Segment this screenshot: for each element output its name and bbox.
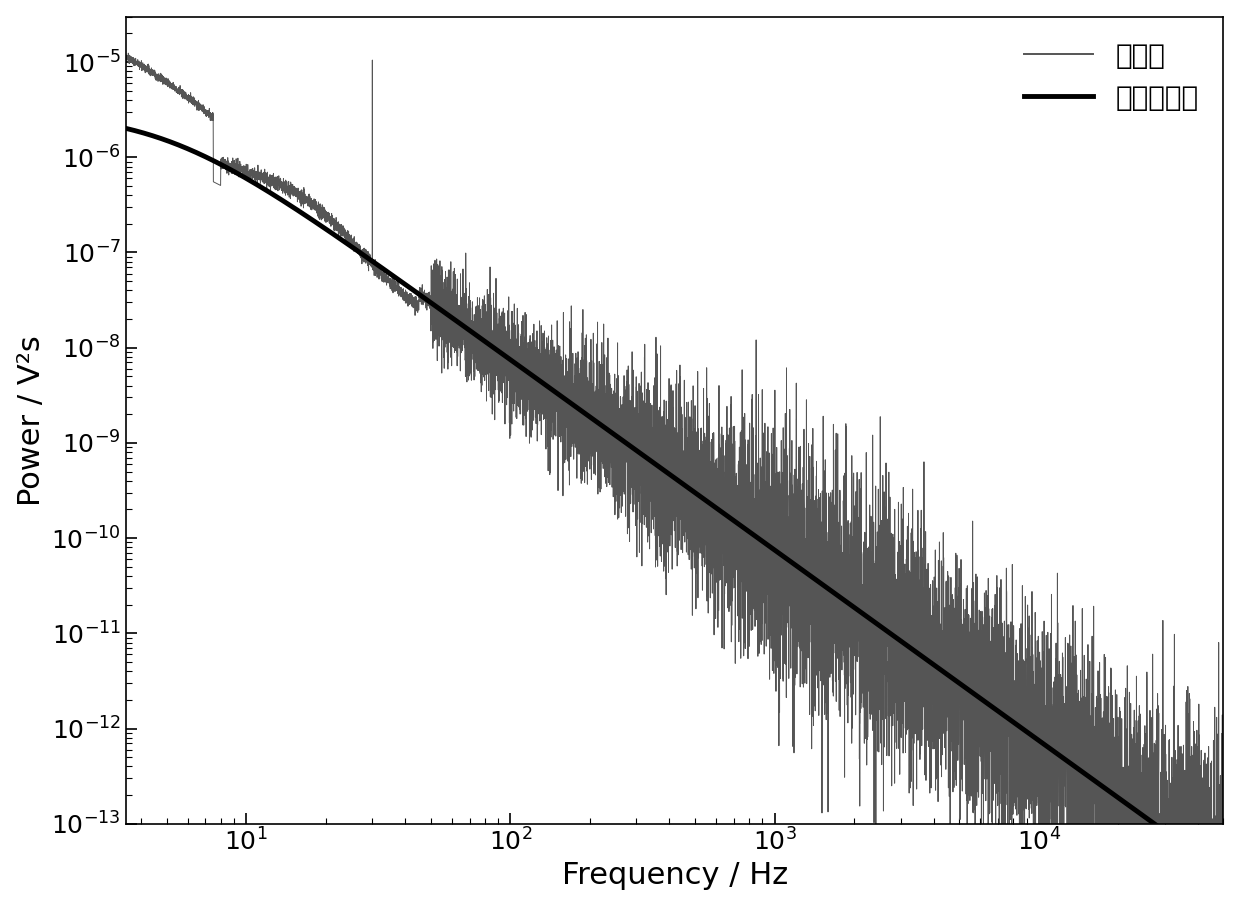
血小板 [681, 455, 696, 466]
Legend: 血小板, 洛伦兹拟合: 血小板, 洛伦兹拟合 [1012, 31, 1209, 122]
洛伦兹拟合 [281, 199, 296, 210]
血小板 [120, 48, 135, 59]
血小板 [403, 288, 418, 299]
血小板 [786, 624, 801, 635]
Line: 血小板: 血小板 [125, 54, 1224, 907]
Y-axis label: Power / V²s: Power / V²s [16, 335, 46, 505]
洛伦兹拟合 [118, 123, 133, 134]
血小板 [176, 89, 191, 100]
洛伦兹拟合 [696, 493, 711, 504]
血小板 [118, 49, 133, 60]
Line: 洛伦兹拟合: 洛伦兹拟合 [125, 129, 1224, 873]
X-axis label: Frequency / Hz: Frequency / Hz [562, 862, 787, 891]
洛伦兹拟合 [681, 482, 696, 493]
血小板 [696, 459, 711, 470]
洛伦兹拟合 [402, 282, 417, 293]
洛伦兹拟合 [1216, 868, 1231, 879]
洛伦兹拟合 [786, 558, 801, 569]
血小板 [281, 186, 296, 197]
洛伦兹拟合 [176, 141, 191, 152]
